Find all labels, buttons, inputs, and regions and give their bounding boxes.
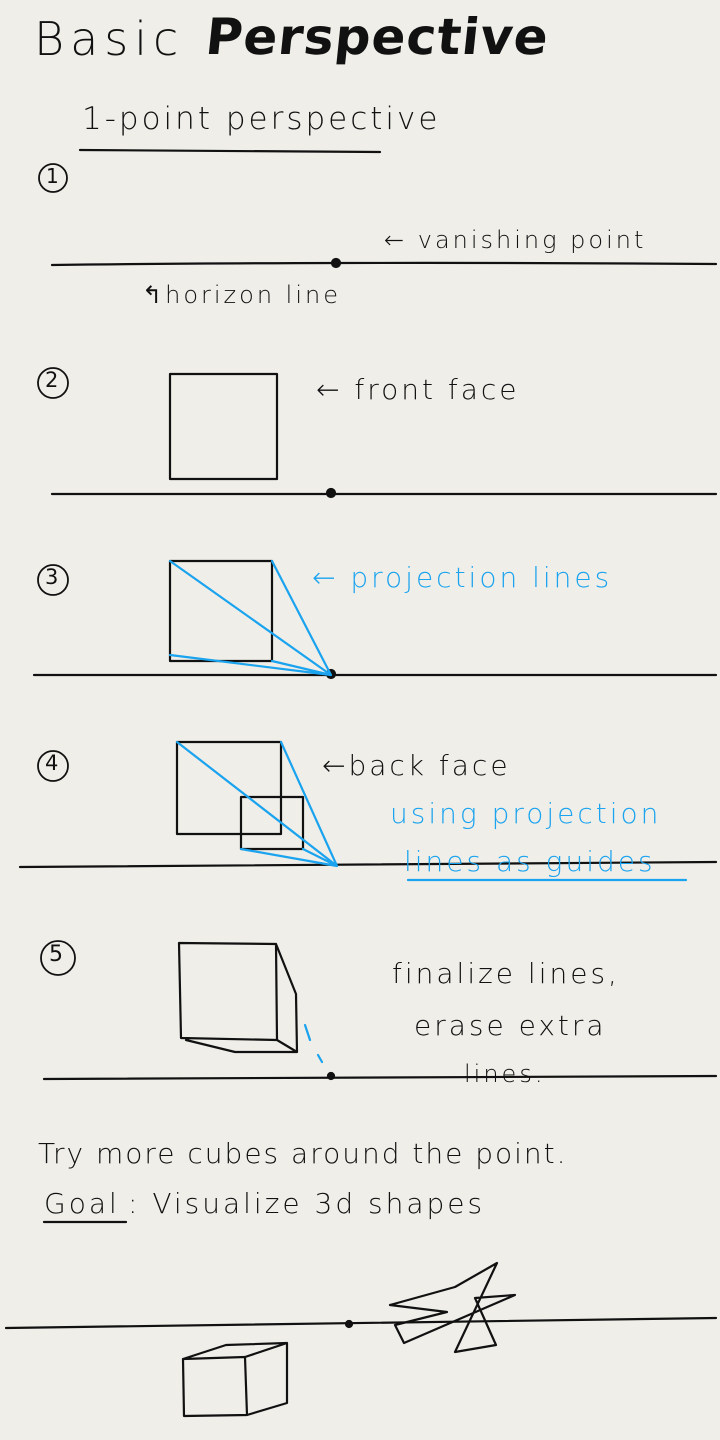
step-digit-3: 3 <box>45 565 62 589</box>
subtitle: 1-point perspective <box>82 101 441 137</box>
step-digit-2: 2 <box>45 368 62 392</box>
title-perspective: Perspective <box>202 8 552 66</box>
using-projection-label: using projection <box>390 797 662 830</box>
goal-text: : Visualize 3d shapes <box>128 1187 486 1220</box>
projection-dots-5 <box>303 1023 324 1064</box>
finalize-label-3: lines. <box>464 1060 546 1088</box>
horizon-line-1 <box>50 261 718 267</box>
try-more-cubes: Try more cubes around the point. <box>38 1137 568 1170</box>
step-circle-3 <box>37 564 69 596</box>
horizon-line-6 <box>4 1316 718 1330</box>
vanishing-point-2 <box>325 487 337 499</box>
vanishing-point-6 <box>344 1319 354 1329</box>
goal-word: Goal <box>44 1187 120 1220</box>
bottom-scribble-shape <box>388 1261 517 1354</box>
vanishing-point-label: ← vanishing point <box>384 226 647 254</box>
vanishing-point-1 <box>330 257 342 269</box>
step-circle-4 <box>37 750 69 782</box>
lines-as-guides-label: lines as guides <box>404 845 656 878</box>
horizon-line-5 <box>42 1074 718 1081</box>
step-circle-1 <box>38 163 68 193</box>
projection-lines-3 <box>168 559 333 677</box>
front-face-square-3 <box>168 559 274 663</box>
finished-cube-5 <box>177 941 299 1054</box>
step-digit-4: 4 <box>45 751 62 775</box>
front-face-square-2 <box>168 372 279 481</box>
finalize-label-2: erase extra <box>414 1009 607 1042</box>
horizon-line-4 <box>18 860 718 869</box>
step-circle-2 <box>37 367 69 399</box>
bottom-cube <box>181 1341 289 1418</box>
front-face-square-4 <box>175 740 283 836</box>
step-circle-5 <box>40 940 76 976</box>
projection-lines-label: ← projection lines <box>312 561 613 594</box>
front-face-label: ← front face <box>316 373 520 406</box>
subtitle-underline <box>78 148 382 154</box>
horizon-line-label: ↰horizon line <box>142 281 341 309</box>
step-digit-1: 1 <box>46 164 62 188</box>
title-basic: Basic <box>34 12 185 66</box>
back-face-square-4 <box>239 795 305 851</box>
step-digit-5: 5 <box>49 942 66 967</box>
finalize-label-1: finalize lines, <box>392 957 620 990</box>
back-face-label: ←back face <box>322 749 511 782</box>
projection-lines-4 <box>175 740 339 868</box>
vanishing-point-5 <box>326 1071 336 1081</box>
